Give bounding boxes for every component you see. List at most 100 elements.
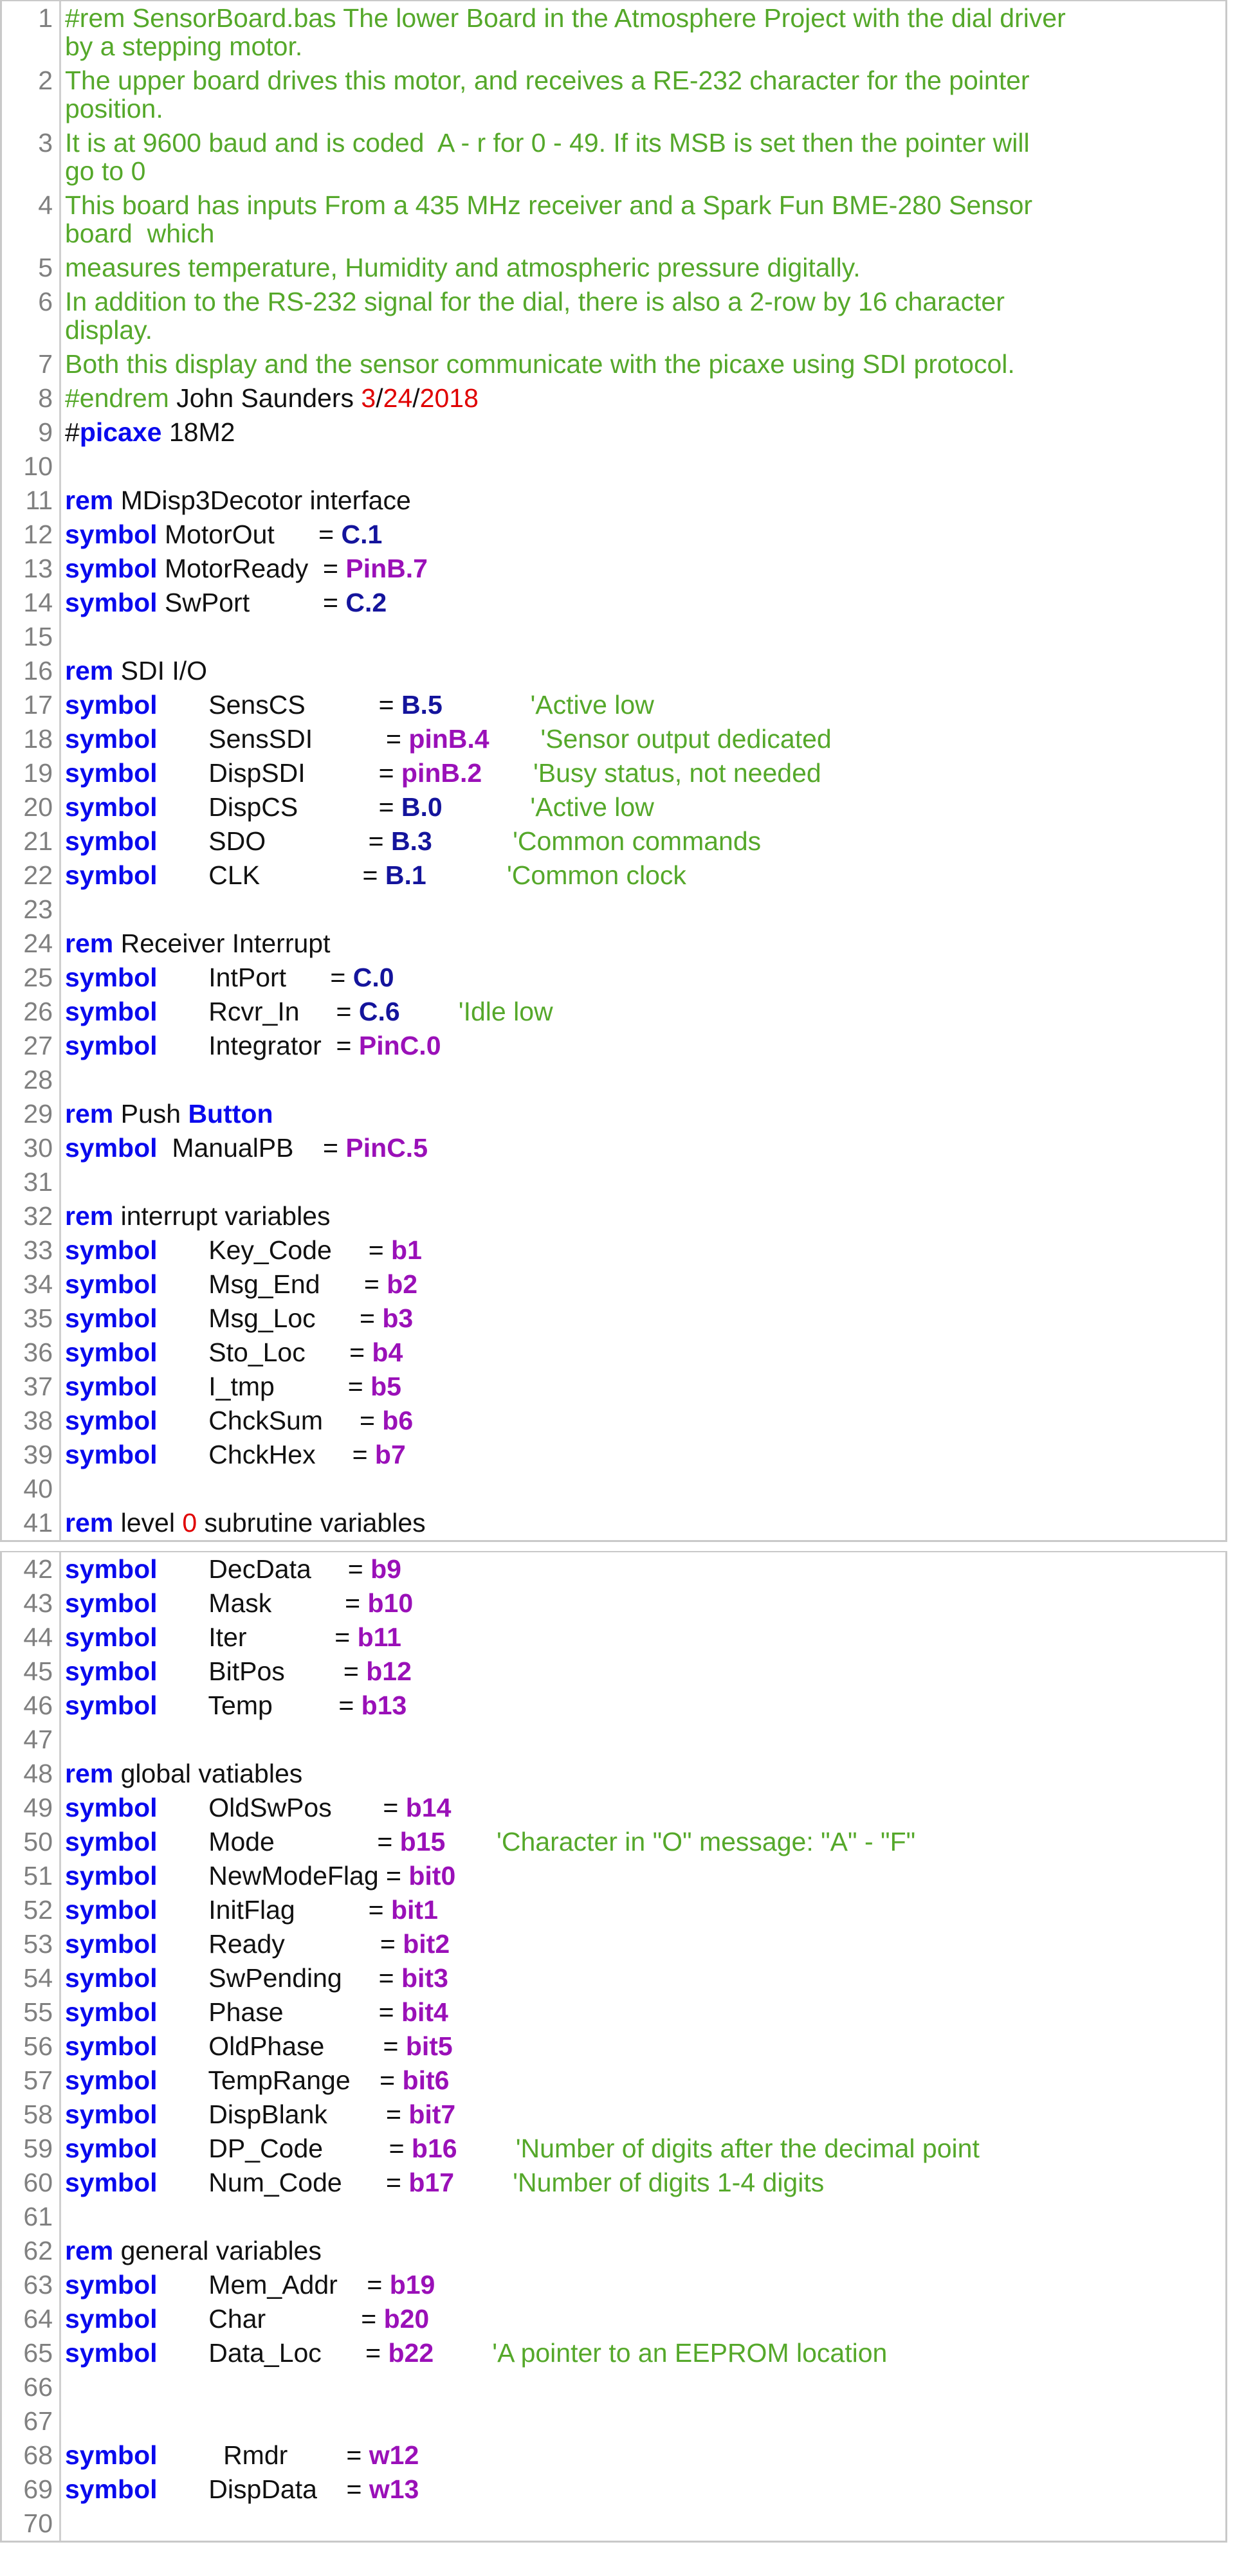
code-line[interactable]: 13 symbol MotorReady = PinB.7: [2, 552, 1225, 586]
line-content[interactable]: The upper board drives this motor, and r…: [61, 64, 1225, 126]
line-content[interactable]: [61, 2200, 1225, 2234]
line-content[interactable]: symbol DP_Code = b16 'Number of digits a…: [61, 2132, 1225, 2166]
line-content[interactable]: measures temperature, Humidity and atmos…: [61, 251, 1225, 285]
line-content[interactable]: symbol Sto_Loc = b4: [61, 1336, 1225, 1370]
line-content[interactable]: [61, 1723, 1225, 1757]
code-line[interactable]: 39 symbol ChckHex = b7: [2, 1438, 1225, 1472]
line-content[interactable]: symbol Msg_Loc = b3: [61, 1302, 1225, 1336]
code-line[interactable]: 18 symbol SensSDI = pinB.4 'Sensor output…: [2, 722, 1225, 756]
line-content[interactable]: rem Push Button: [61, 1097, 1225, 1131]
line-content[interactable]: symbol Rcvr_In = C.6 'Idle low: [61, 995, 1225, 1029]
line-content[interactable]: symbol ChckSum = b6: [61, 1404, 1225, 1438]
line-content[interactable]: symbol Key_Code = b1: [61, 1233, 1225, 1267]
code-line[interactable]: 69 symbol DispData = w13: [2, 2472, 1225, 2507]
code-line[interactable]: 17 symbol SensCS = B.5 'Active low: [2, 688, 1225, 722]
code-line[interactable]: 25 symbol IntPort = C.0: [2, 961, 1225, 995]
line-content[interactable]: symbol SensCS = B.5 'Active low: [61, 688, 1225, 722]
code-line[interactable]: 48 rem global vatiables: [2, 1757, 1225, 1791]
code-line[interactable]: 4 This board has inputs From a 435 MHz re…: [2, 188, 1225, 251]
code-line[interactable]: 19 symbol DispSDI = pinB.2 'Busy status, …: [2, 756, 1225, 790]
line-content[interactable]: rem level 0 subrutine variables: [61, 1506, 1225, 1540]
line-content[interactable]: symbol DispSDI = pinB.2 'Busy status, no…: [61, 756, 1225, 790]
line-content[interactable]: #picaxe 18M2: [61, 415, 1225, 449]
code-line[interactable]: 24 rem Receiver Interrupt: [2, 927, 1225, 961]
code-line[interactable]: 49 symbol OldSwPos = b14: [2, 1791, 1225, 1825]
line-content[interactable]: [61, 893, 1225, 927]
line-content[interactable]: symbol BitPos = b12: [61, 1655, 1225, 1689]
line-content[interactable]: symbol Mask = b10: [61, 1586, 1225, 1620]
code-line[interactable]: 21 symbol SDO = B.3 'Common commands: [2, 824, 1225, 858]
code-line[interactable]: 36 symbol Sto_Loc = b4: [2, 1336, 1225, 1370]
line-content[interactable]: symbol IntPort = C.0: [61, 961, 1225, 995]
line-content[interactable]: symbol CLK = B.1 'Common clock: [61, 858, 1225, 893]
line-content[interactable]: symbol SDO = B.3 'Common commands: [61, 824, 1225, 858]
code-line[interactable]: 33 symbol Key_Code = b1: [2, 1233, 1225, 1267]
line-content[interactable]: symbol Char = b20: [61, 2302, 1225, 2336]
line-content[interactable]: [61, 2404, 1225, 2438]
line-content[interactable]: symbol DispData = w13: [61, 2472, 1225, 2507]
code-line[interactable]: 22 symbol CLK = B.1 'Common clock: [2, 858, 1225, 893]
code-line[interactable]: 28: [2, 1063, 1225, 1097]
code-line[interactable]: 52 symbol InitFlag = bit1: [2, 1893, 1225, 1927]
code-line[interactable]: 10: [2, 449, 1225, 484]
code-line[interactable]: 65 symbol Data_Loc = b22 'A pointer to an…: [2, 2336, 1225, 2370]
line-content[interactable]: symbol OldPhase = bit5: [61, 2029, 1225, 2064]
code-line[interactable]: 50 symbol Mode = b15 'Character in "O" me…: [2, 1825, 1225, 1859]
line-content[interactable]: symbol InitFlag = bit1: [61, 1893, 1225, 1927]
code-line[interactable]: 57 symbol TempRange = bit6: [2, 2064, 1225, 2098]
code-pane-1[interactable]: 1 #rem SensorBoard.bas The lower Board in…: [0, 0, 1227, 1542]
line-content[interactable]: symbol DecData = b9: [61, 1552, 1225, 1586]
line-content[interactable]: symbol ManualPB = PinC.5: [61, 1131, 1225, 1165]
line-content[interactable]: [61, 2507, 1225, 2541]
line-content[interactable]: rem general variables: [61, 2234, 1225, 2268]
code-line[interactable]: 8 #endrem John Saunders 3/24/2018: [2, 381, 1225, 415]
code-line[interactable]: 51 symbol NewModeFlag = bit0: [2, 1859, 1225, 1893]
code-line[interactable]: 56 symbol OldPhase = bit5: [2, 2029, 1225, 2064]
code-line[interactable]: 11 rem MDisp3Decotor interface: [2, 484, 1225, 518]
line-content[interactable]: symbol I_tmp = b5: [61, 1370, 1225, 1404]
code-line[interactable]: 47: [2, 1723, 1225, 1757]
code-line[interactable]: 45 symbol BitPos = b12: [2, 1655, 1225, 1689]
code-line[interactable]: 68 symbol Rmdr = w12: [2, 2438, 1225, 2472]
line-content[interactable]: In addition to the RS-232 signal for the…: [61, 285, 1225, 347]
code-line[interactable]: 61: [2, 2200, 1225, 2234]
code-line[interactable]: 58 symbol DispBlank = bit7: [2, 2098, 1225, 2132]
code-line[interactable]: 54 symbol SwPending = bit3: [2, 1961, 1225, 1995]
code-line[interactable]: 16 rem SDI I/O: [2, 654, 1225, 688]
line-content[interactable]: symbol SwPending = bit3: [61, 1961, 1225, 1995]
code-line[interactable]: 67: [2, 2404, 1225, 2438]
code-line[interactable]: 9 #picaxe 18M2: [2, 415, 1225, 449]
code-line[interactable]: 41 rem level 0 subrutine variables: [2, 1506, 1225, 1540]
line-content[interactable]: It is at 9600 baud and is coded A - r fo…: [61, 126, 1225, 188]
code-line[interactable]: 7 Both this display and the sensor commun…: [2, 347, 1225, 381]
line-content[interactable]: [61, 1472, 1225, 1506]
code-line[interactable]: 42 symbol DecData = b9: [2, 1552, 1225, 1586]
code-line[interactable]: 12 symbol MotorOut = C.1: [2, 518, 1225, 552]
line-content[interactable]: #rem SensorBoard.bas The lower Board in …: [61, 1, 1225, 64]
code-line[interactable]: 46 symbol Temp = b13: [2, 1689, 1225, 1723]
code-line[interactable]: 14 symbol SwPort = C.2: [2, 586, 1225, 620]
line-content[interactable]: rem interrupt variables: [61, 1199, 1225, 1233]
line-content[interactable]: symbol Ready = bit2: [61, 1927, 1225, 1961]
line-content[interactable]: symbol Mode = b15 'Character in "O" mess…: [61, 1825, 1225, 1859]
line-content[interactable]: [61, 2370, 1225, 2404]
line-content[interactable]: symbol DispBlank = bit7: [61, 2098, 1225, 2132]
code-line[interactable]: 40: [2, 1472, 1225, 1506]
line-content[interactable]: rem SDI I/O: [61, 654, 1225, 688]
line-content[interactable]: symbol MotorReady = PinB.7: [61, 552, 1225, 586]
line-content[interactable]: symbol Iter = b11: [61, 1620, 1225, 1655]
code-line[interactable]: 37 symbol I_tmp = b5: [2, 1370, 1225, 1404]
code-line[interactable]: 32 rem interrupt variables: [2, 1199, 1225, 1233]
code-line[interactable]: 20 symbol DispCS = B.0 'Active low: [2, 790, 1225, 824]
line-content[interactable]: symbol Mem_Addr = b19: [61, 2268, 1225, 2302]
code-line[interactable]: 44 symbol Iter = b11: [2, 1620, 1225, 1655]
code-line[interactable]: 26 symbol Rcvr_In = C.6 'Idle low: [2, 995, 1225, 1029]
code-line[interactable]: 38 symbol ChckSum = b6: [2, 1404, 1225, 1438]
line-content[interactable]: #endrem John Saunders 3/24/2018: [61, 381, 1225, 415]
code-line[interactable]: 6 In addition to the RS-232 signal for th…: [2, 285, 1225, 347]
code-line[interactable]: 29 rem Push Button: [2, 1097, 1225, 1131]
line-content[interactable]: rem global vatiables: [61, 1757, 1225, 1791]
line-content[interactable]: rem Receiver Interrupt: [61, 927, 1225, 961]
code-line[interactable]: 60 symbol Num_Code = b17 'Number of digit…: [2, 2166, 1225, 2200]
